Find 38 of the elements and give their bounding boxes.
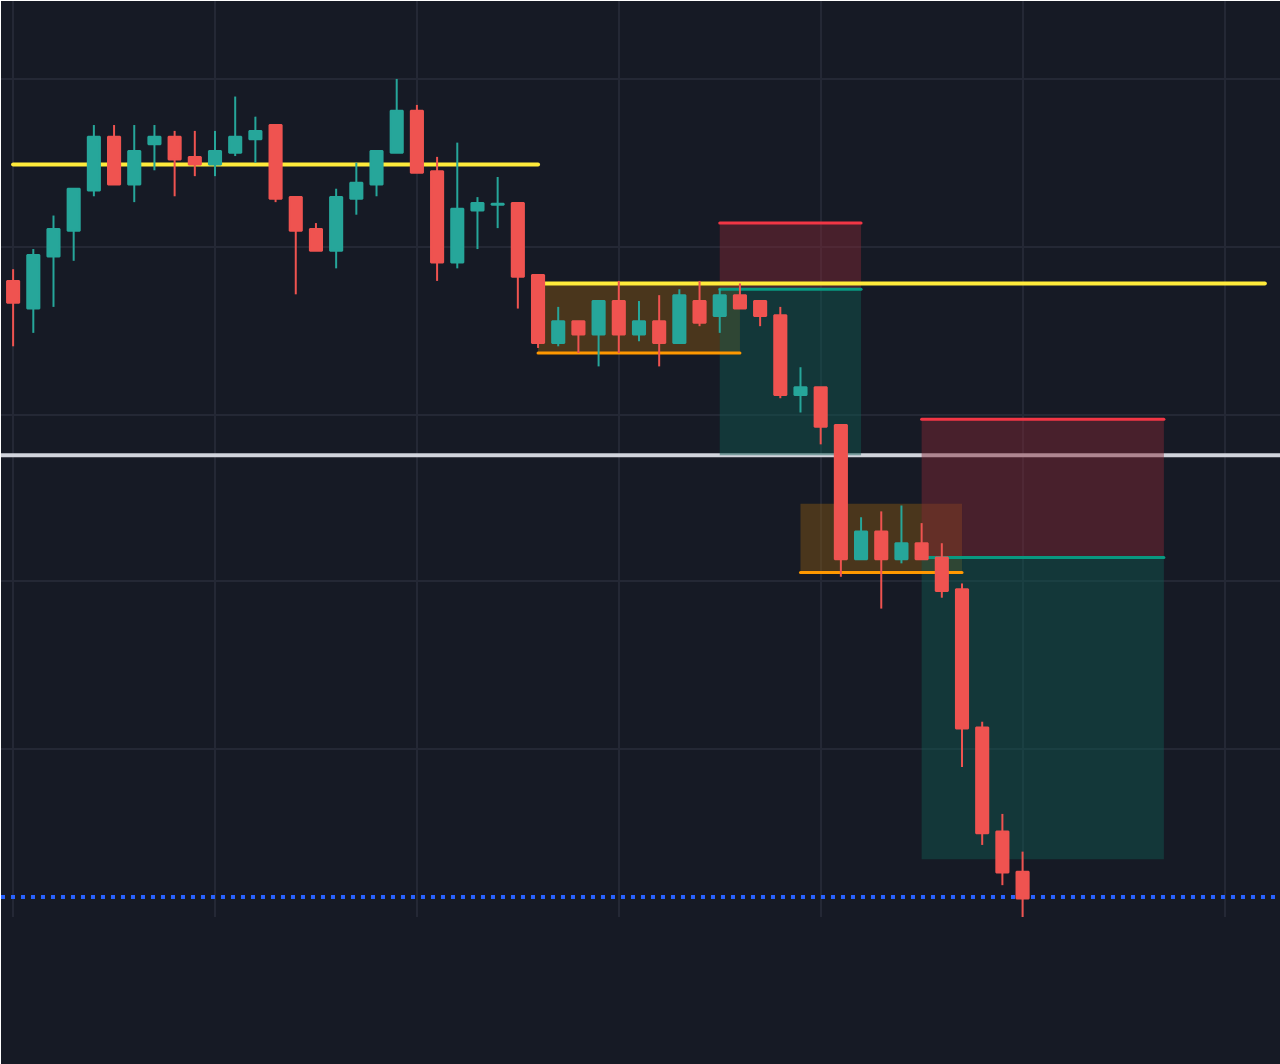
candlestick: [591, 300, 606, 368]
candlestick: [712, 287, 727, 334]
candlestick: [147, 124, 162, 172]
candlestick: [228, 95, 243, 158]
candlestick: [551, 305, 566, 348]
candlestick: [389, 77, 404, 154]
candlestick: [611, 279, 626, 354]
candlestick: [793, 366, 808, 414]
candlestick: [308, 222, 324, 252]
candlestick: [732, 282, 747, 310]
candlestick: [66, 187, 81, 262]
candlestick: [874, 510, 889, 610]
candlestick: [187, 129, 202, 178]
candlestick: [349, 161, 364, 216]
candlestick: [1015, 850, 1030, 917]
candlestick: [46, 214, 61, 308]
candlestick: [692, 279, 707, 328]
candlestick: [914, 522, 929, 561]
candlestick: [571, 320, 586, 354]
candlestick: [854, 516, 869, 561]
candlestick: [934, 542, 949, 599]
candlestick: [813, 386, 828, 446]
candlestick: [672, 288, 687, 344]
candlestick: [288, 196, 303, 296]
candlestick: [248, 115, 263, 164]
candlestick: [6, 268, 21, 348]
candlestick: [995, 812, 1010, 887]
candlestick: [652, 294, 667, 368]
candlestick: [167, 129, 182, 198]
candlestick: [631, 300, 647, 343]
candlestick: [207, 129, 223, 178]
candlestick: [894, 504, 909, 565]
candlestick: [470, 196, 485, 251]
candlestick: [369, 150, 384, 198]
candlestick: [107, 124, 122, 186]
candlestick: [127, 124, 142, 204]
candlestick: [753, 300, 768, 328]
candlestick: [490, 175, 505, 230]
